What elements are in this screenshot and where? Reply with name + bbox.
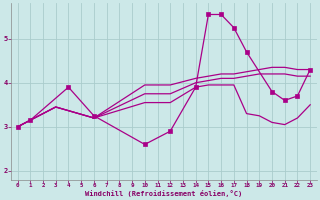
X-axis label: Windchill (Refroidissement éolien,°C): Windchill (Refroidissement éolien,°C) xyxy=(85,190,243,197)
